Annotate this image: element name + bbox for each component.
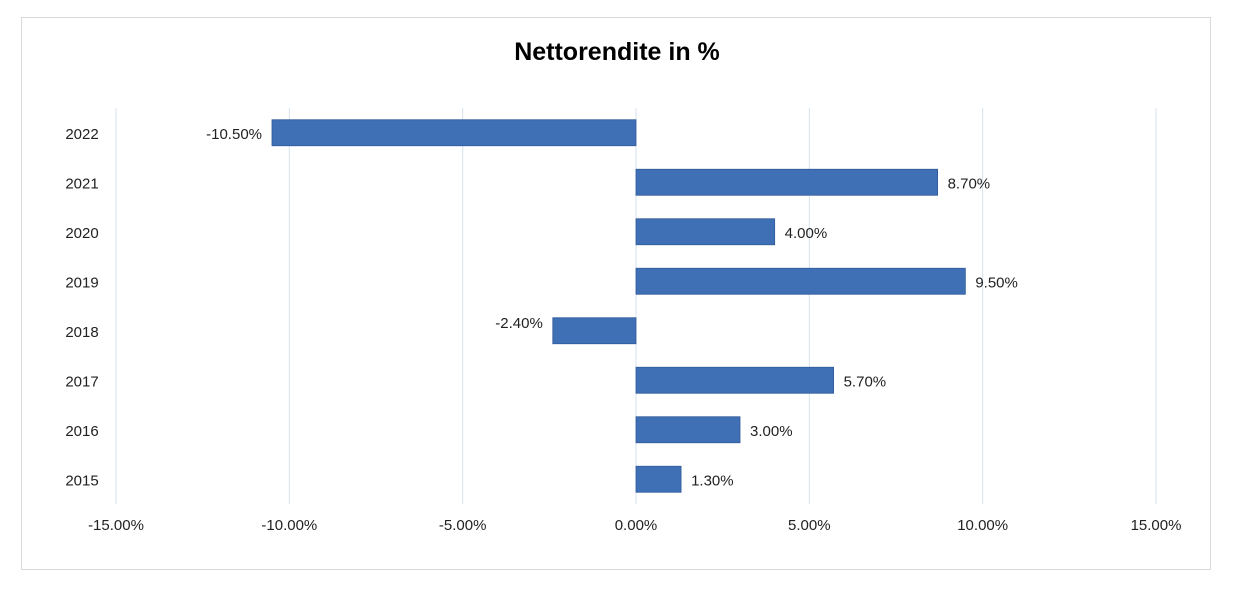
data-label: 9.50%: [975, 274, 1018, 291]
category-label: 2018: [65, 324, 98, 341]
category-label: 2019: [65, 274, 98, 291]
chart-title: Nettorendite in %: [514, 38, 720, 66]
bar: [635, 465, 682, 493]
category-label: 2017: [65, 373, 98, 390]
x-tick-labels: -15.00% -10.00% -5.00% 0.00% 5.00% 10.00% 15.0…: [88, 517, 1181, 534]
data-label: -10.50%: [206, 126, 262, 143]
data-label: 4.00%: [785, 225, 828, 242]
category-label: 2021: [65, 175, 98, 192]
chart-frame: Nettorendite in % -10.50% 8.70% 4.00% 9.50%…: [21, 17, 1211, 570]
bar: [635, 416, 741, 444]
data-label: 8.70%: [948, 175, 991, 192]
category-labels: 2022 2021 2020 2019 2018 2017 2016 2015: [65, 126, 98, 490]
x-tick-label: -15.00%: [88, 517, 144, 534]
bars: [271, 119, 966, 493]
bar: [552, 317, 637, 345]
x-tick-label: 5.00%: [788, 517, 831, 534]
category-label: 2020: [65, 225, 98, 242]
bar: [635, 267, 966, 295]
data-label: -2.40%: [495, 315, 543, 332]
x-tick-label: 0.00%: [615, 517, 658, 534]
category-label: 2022: [65, 126, 98, 143]
category-label: 2016: [65, 423, 98, 440]
data-labels: -10.50% 8.70% 4.00% 9.50% -2.40% 5.70% 3.00% 1.…: [206, 126, 1018, 490]
bar: [635, 168, 939, 196]
data-label: 3.00%: [750, 423, 793, 440]
category-label: 2015: [65, 472, 98, 489]
data-label: 5.70%: [844, 373, 887, 390]
x-tick-label: -10.00%: [261, 517, 317, 534]
bar: [635, 218, 776, 246]
bar: [271, 119, 637, 147]
data-label: 1.30%: [691, 472, 734, 489]
bar: [635, 366, 835, 394]
gridlines: [115, 108, 1157, 504]
x-tick-label: 15.00%: [1131, 517, 1182, 534]
x-tick-label: -5.00%: [439, 517, 487, 534]
x-tick-label: 10.00%: [957, 517, 1008, 534]
bar-chart: -10.50% 8.70% 4.00% 9.50% -2.40% 5.70% 3.00% 1.…: [65, 108, 1181, 534]
